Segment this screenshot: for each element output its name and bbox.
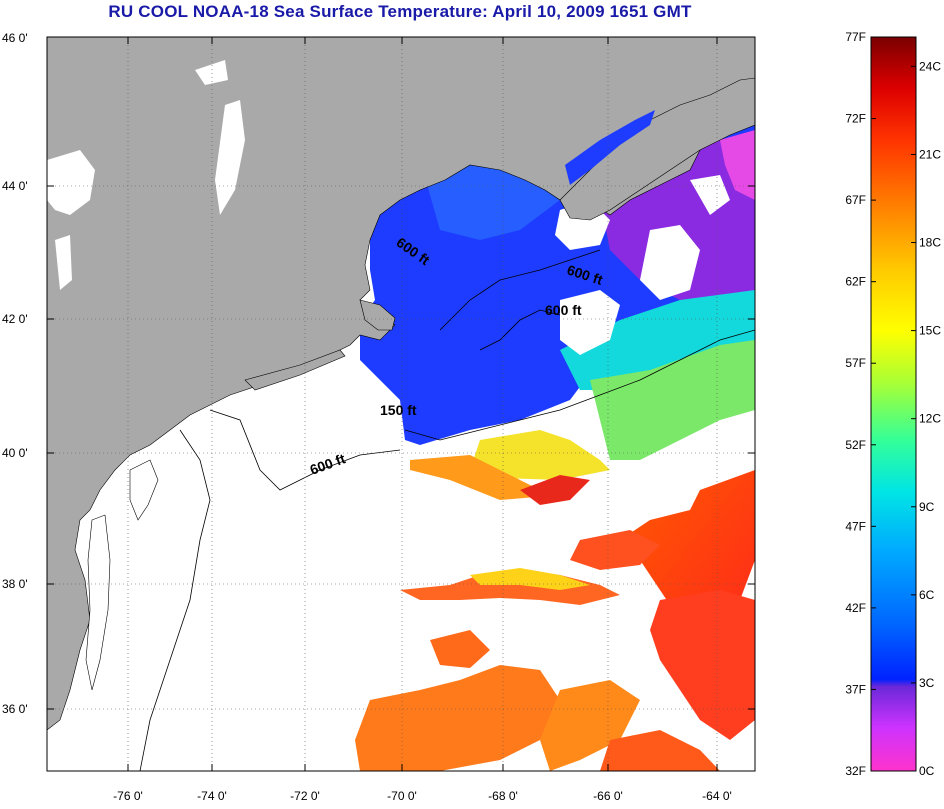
colorbar-c-label: 3C	[919, 676, 935, 690]
colorbar-f-label: 77F	[845, 30, 866, 44]
colorbar-f-label: 72F	[845, 112, 866, 126]
slope-water-orange	[410, 455, 560, 500]
lon-label-72: -72 0'	[290, 789, 320, 803]
land-long-island	[244, 349, 346, 391]
cloud-patch-3	[690, 175, 730, 215]
contour-label-150ft: 150 ft	[380, 402, 417, 418]
colorbar-c-label: 24C	[919, 59, 941, 73]
map-frame	[46, 36, 756, 772]
cloud-patch-2	[640, 225, 700, 300]
colorbar-f-label: 47F	[845, 519, 866, 533]
sst-map: 600 ft 600 ft 600 ft 150 ft 600 ft	[2, 31, 756, 803]
lon-label-70: -70 0'	[387, 789, 417, 803]
colorbar-f-label: 32F	[845, 764, 866, 778]
warm-eddy-red	[520, 475, 590, 505]
inland-cloud-4	[55, 235, 72, 290]
shelf-water-green	[590, 340, 755, 460]
slope-water-yellow	[470, 430, 610, 480]
colorbar-f-label: 67F	[845, 193, 866, 207]
bathymetry-contours	[139, 249, 755, 771]
lat-label-38: 38 0'	[2, 577, 28, 591]
lon-label-64: -64 0'	[702, 789, 732, 803]
gulf-stream-patch-east-2	[650, 590, 755, 740]
colorbar-f-labels: 77F 72F 67F 62F 57F 52F 47F 42F 37F 32F	[845, 30, 866, 778]
colorbar-f-label: 52F	[845, 438, 866, 452]
map-title: RU COOL NOAA-18 Sea Surface Temperature:…	[108, 2, 692, 21]
warm-patch-south-4	[600, 730, 720, 771]
gulf-stream-yellow-streak	[470, 568, 590, 590]
colorbar-f-label: 57F	[845, 356, 866, 370]
temperature-colorbar: 77F 72F 67F 62F 57F 52F 47F 42F 37F 32F 24C 21C 18C…	[845, 30, 941, 778]
colorbar-ticks	[871, 36, 916, 772]
lat-label-46: 46 0'	[2, 31, 28, 45]
lat-label-44: 44 0'	[2, 179, 28, 193]
colorbar-f-label: 42F	[845, 601, 866, 615]
land-cape-cod	[359, 299, 396, 331]
colorbar-c-label: 9C	[919, 500, 935, 514]
chesapeake-bay	[85, 514, 111, 691]
cloud-patch-nova-scotia	[560, 290, 620, 355]
warm-patch-south	[355, 665, 560, 771]
coldest-water-magenta	[720, 130, 755, 200]
lon-label-66: -66 0'	[593, 789, 623, 803]
inland-cloud-1	[47, 150, 95, 215]
contour-label-600ft-georges: 600 ft	[545, 302, 582, 318]
warm-patch-south-2	[430, 630, 490, 668]
warm-patch-south-3	[540, 680, 640, 771]
lat-label-36: 36 0'	[2, 702, 28, 716]
lon-label-76: -76 0'	[113, 789, 143, 803]
colorbar-c-label: 6C	[919, 588, 935, 602]
colorbar-c-labels: 24C 21C 18C 15C 12C 9C 6C 3C 0C	[919, 59, 941, 778]
colorbar-c-label: 12C	[919, 412, 941, 426]
colorbar-c-label: 18C	[919, 236, 941, 250]
colorbar-f-label: 62F	[845, 275, 866, 289]
inland-cloud-2	[215, 100, 245, 215]
delaware-bay	[129, 459, 159, 521]
inland-cloud-3	[195, 60, 228, 85]
lat-label-40: 40 0'	[2, 446, 28, 460]
colorbar-ramp	[870, 36, 917, 772]
colorbar-c-label: 0C	[919, 764, 935, 778]
colorbar-c-label: 21C	[919, 147, 941, 161]
lon-label-74: -74 0'	[197, 789, 227, 803]
tick-marks	[47, 36, 755, 771]
bay-of-fundy	[565, 110, 655, 185]
gulf-stream-patch-mid	[570, 530, 660, 570]
colorbar-c-label: 15C	[919, 324, 941, 338]
lat-label-42: 42 0'	[2, 312, 28, 326]
lon-label-68: -68 0'	[488, 789, 518, 803]
colorbar-f-label: 37F	[845, 682, 866, 696]
